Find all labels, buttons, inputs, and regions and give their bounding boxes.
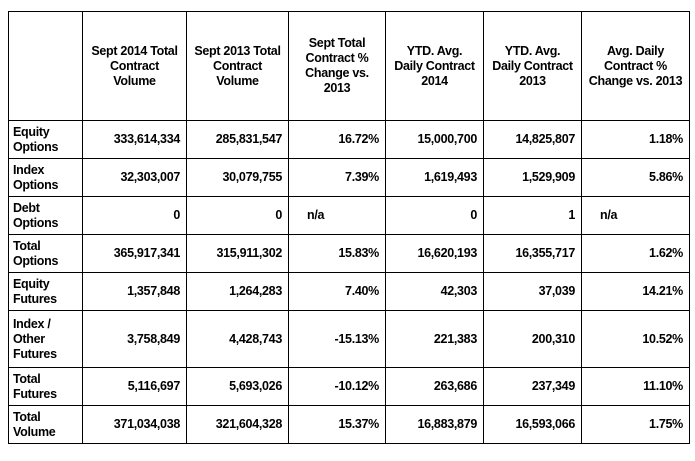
table-cell: 5.86%: [581, 158, 690, 197]
table-cell: 16,620,193: [385, 234, 484, 273]
table-cell: 16,593,066: [483, 405, 582, 444]
table-row: Total Volume 371,034,038 321,604,328 15.37%…: [8, 405, 690, 444]
table-cell: 3,758,849: [82, 310, 187, 368]
table-cell: -10.12%: [288, 367, 386, 406]
table-cell: 4,428,743: [186, 310, 289, 368]
table-cell: 11.10%: [581, 367, 690, 406]
header-cell: YTD. Avg. Daily Contract 2013: [483, 11, 582, 121]
table-cell: 7.40%: [288, 272, 386, 311]
row-label: Equity Futures: [8, 272, 83, 311]
header-cell: Avg. Daily Contract % Change vs. 2013: [581, 11, 690, 121]
table-cell: 30,079,755: [186, 158, 289, 197]
row-label: Index Options: [8, 158, 83, 197]
table-cell: 237,349: [483, 367, 582, 406]
table-row: Index Options 32,303,007 30,079,755 7.39% 1,…: [8, 158, 690, 197]
table-cell: 0: [186, 196, 289, 235]
header-cell: Sept Total Contract % Change vs. 2013: [288, 11, 386, 121]
table-cell: 1.75%: [581, 405, 690, 444]
table-cell: 0: [82, 196, 187, 235]
table-cell: n/a: [288, 196, 386, 235]
table-cell: 16,883,879: [385, 405, 484, 444]
table-cell: 15.83%: [288, 234, 386, 273]
table-cell: 7.39%: [288, 158, 386, 197]
row-label: Total Volume: [8, 405, 83, 444]
table-cell: 365,917,341: [82, 234, 187, 273]
table-row: Index / Other Futures 3,758,849 4,428,743-…: [8, 310, 690, 368]
table-cell: 315,911,302: [186, 234, 289, 273]
table-cell: 221,383: [385, 310, 484, 368]
table-cell: 32,303,007: [82, 158, 187, 197]
table-cell: 37,039: [483, 272, 582, 311]
table-cell: 1,264,283: [186, 272, 289, 311]
header-cell: [8, 11, 83, 121]
table-cell: 15.37%: [288, 405, 386, 444]
table-cell: 1,357,848: [82, 272, 187, 311]
table-cell: 1.18%: [581, 120, 690, 159]
table-cell: 321,604,328: [186, 405, 289, 444]
header-row: Sept 2014 Total Contract Volume Sept 201…: [8, 11, 690, 121]
table-cell: 333,614,334: [82, 120, 187, 159]
table-cell: 42,303: [385, 272, 484, 311]
table-cell: 1: [483, 196, 582, 235]
header-cell: Sept 2013 Total Contract Volume: [186, 11, 289, 121]
table-cell: 0: [385, 196, 484, 235]
table-cell: 16.72%: [288, 120, 386, 159]
row-label: Equity Options: [8, 120, 83, 159]
table-cell: 200,310: [483, 310, 582, 368]
table-cell: 1.62%: [581, 234, 690, 273]
row-label: Total Options: [8, 234, 83, 273]
header-cell: YTD. Avg. Daily Contract 2014: [385, 11, 484, 121]
table-cell: 1,529,909: [483, 158, 582, 197]
table-cell: 10.52%: [581, 310, 690, 368]
table-cell: 14.21%: [581, 272, 690, 311]
table-row: Total Options 365,917,341 315,911,302 15.83…: [8, 234, 690, 273]
table-row: Total Futures 5,116,697 5,693,026 -10.12% 26…: [8, 367, 690, 406]
table-row: Equity Options 333,614,334 285,831,547 16.7…: [8, 120, 690, 159]
table-cell: 263,686: [385, 367, 484, 406]
table-cell: 5,116,697: [82, 367, 187, 406]
table-cell: n/a: [581, 196, 690, 235]
table-cell: 15,000,700: [385, 120, 484, 159]
row-label: Debt Options: [8, 196, 83, 235]
table-cell: 1,619,493: [385, 158, 484, 197]
table-cell: 5,693,026: [186, 367, 289, 406]
header-cell: Sept 2014 Total Contract Volume: [82, 11, 187, 121]
table-row: Equity Futures 1,357,848 1,264,283 7.40% 42,…: [8, 272, 690, 311]
table-cell: 371,034,038: [82, 405, 187, 444]
table-row: Debt Options 0 0 n/a 0 1 n/a: [8, 196, 690, 235]
table-cell: -15.13%: [288, 310, 386, 368]
row-label: Index / Other Futures: [8, 310, 83, 368]
row-label: Total Futures: [8, 367, 83, 406]
table-cell: 285,831,547: [186, 120, 289, 159]
contract-volume-table: Sept 2014 Total Contract Volume Sept 201…: [8, 11, 690, 444]
table-cell: 14,825,807: [483, 120, 582, 159]
table-cell: 16,355,717: [483, 234, 582, 273]
